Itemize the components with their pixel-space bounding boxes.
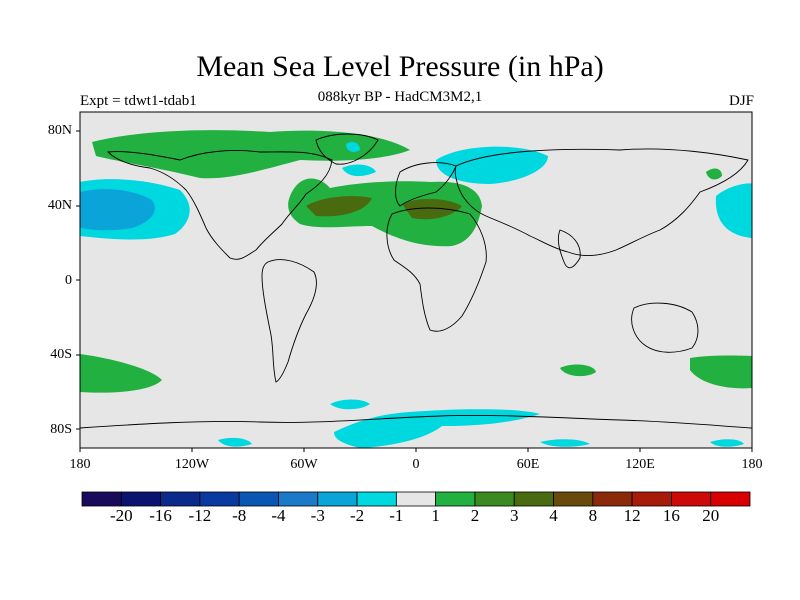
colorbar-tick-label: 12 (623, 506, 641, 525)
anomaly-arctic-cyan (346, 142, 360, 152)
colorbar-tick-label: 4 (549, 506, 558, 525)
lon-label-120e: 120E (625, 457, 655, 472)
anomaly-north-pacific-blue (80, 189, 155, 231)
colorbar-tick-label: -1 (389, 506, 404, 525)
lat-label-eq: 0 (65, 273, 72, 288)
colorbar-tick-label: -16 (149, 506, 172, 525)
colorbar-tick-label: 2 (470, 506, 480, 525)
colorbar-swatch (238, 491, 279, 507)
colorbar-tick-label: 1 (431, 506, 440, 525)
lon-label-0: 0 (412, 457, 420, 472)
lon-label-60w: 60W (290, 457, 318, 472)
colorbar-swatch (671, 491, 712, 507)
anomaly-atlantic-green (288, 178, 482, 247)
coast-antarctica (80, 415, 752, 429)
colorbar-tick-label: -12 (188, 506, 212, 525)
colorbar-swatch (395, 491, 437, 507)
colorbar-swatch (592, 491, 633, 507)
lon-label-180e: 180 (741, 457, 763, 472)
anomaly-south-tasman-green (690, 355, 752, 389)
colorbar-swatch (81, 491, 122, 507)
season-label: DJF (728, 93, 754, 109)
colorbar-swatch (710, 491, 751, 507)
anomaly-south-pacific-green (80, 354, 162, 393)
anomaly-mediterranean-olive (402, 198, 462, 220)
coast-south-america (261, 259, 317, 383)
colorbar-swatch (278, 491, 319, 507)
colorbar-swatch (317, 491, 358, 507)
anomaly-arctic-green (92, 130, 410, 179)
lat-label-80n: 80N (47, 123, 72, 138)
colorbar (81, 491, 751, 507)
colorbar-swatch (553, 491, 594, 507)
colorbar-swatch (474, 491, 515, 507)
lon-label-180w: 180 (69, 457, 91, 472)
anomaly-siberia-cyan (436, 146, 548, 184)
coast-australia (631, 302, 699, 353)
anomaly-fields (80, 130, 752, 448)
anomaly-east-asia-green (706, 168, 722, 180)
coast-north-america (107, 150, 333, 260)
anomaly-greenland-cyan (342, 164, 376, 177)
colorbar-tick-label: -3 (310, 506, 325, 525)
coast-india (557, 229, 581, 269)
anomaly-south-indian-green (560, 364, 596, 377)
colorbar-tick-label: 3 (509, 506, 519, 525)
anomaly-ross-cyan (218, 437, 252, 447)
coast-greenland (315, 133, 379, 165)
coast-europe (395, 162, 457, 207)
anomaly-pacific-sector-cyan (710, 439, 744, 447)
colorbar-swatch (631, 491, 672, 507)
lon-label-60e: 60E (516, 457, 540, 472)
coast-asia (454, 148, 749, 257)
colorbar-swatch (435, 491, 476, 507)
colorbar-swatch (356, 491, 397, 507)
colorbar-tick-label: 20 (702, 506, 720, 525)
lon-label-120w: 120W (174, 457, 210, 472)
map-subtitle: 088kyr BP - HadCM3M2,1 (317, 89, 483, 105)
coast-africa (386, 207, 487, 332)
colorbar-tick-label: -4 (271, 506, 286, 525)
lat-label-40n: 40N (47, 198, 72, 213)
colorbar-tick-label: -8 (232, 506, 247, 525)
colorbar-tick-label: 16 (662, 506, 680, 525)
anomaly-atlantic-olive (306, 196, 372, 217)
lat-label-40s: 40S (50, 347, 72, 362)
experiment-label: Expt = tdwt1-tdab1 (80, 93, 197, 109)
anomaly-west-pacific-cyan (715, 183, 752, 238)
axis-ticks (76, 130, 753, 452)
anomaly-weddell-cyan (330, 399, 370, 410)
colorbar-tick-label: 8 (588, 506, 598, 525)
coastlines (80, 133, 752, 429)
lat-label-80s: 80S (50, 422, 72, 437)
colorbar-swatch (513, 491, 554, 507)
colorbar-swatch (120, 491, 161, 507)
colorbar-tick-label: -2 (349, 506, 365, 525)
colorbar-swatch (199, 491, 240, 507)
map-title: Mean Sea Level Pressure (in hPa) (196, 50, 604, 83)
colorbar-tick-label: -20 (109, 506, 133, 525)
anomaly-east-antarctic-cyan (540, 439, 590, 447)
colorbar-swatch (160, 491, 201, 507)
